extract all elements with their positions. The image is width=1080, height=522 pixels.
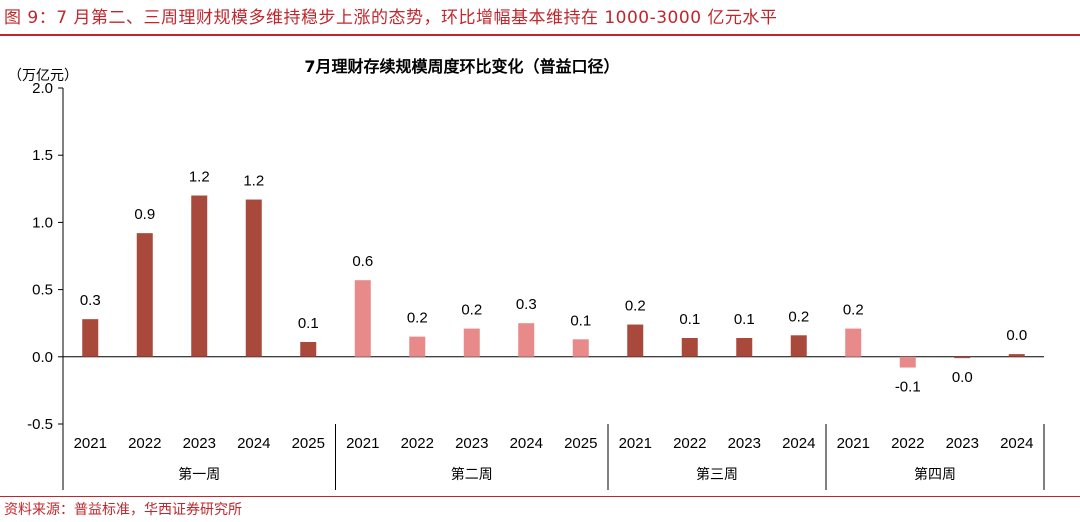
bar: [627, 324, 644, 357]
x-group-label: 第三周: [696, 466, 738, 483]
x-category-label: 2022: [673, 435, 706, 452]
x-category-label: 2024: [782, 435, 815, 452]
x-group-label: 第二周: [451, 466, 493, 483]
bar: [136, 233, 153, 357]
x-category-label: 2024: [1000, 435, 1033, 452]
bar: [790, 335, 807, 357]
data-labels: 0.3 0.9 1.2 1.2 0.1 0.6 0.2 0.2 0.3 0.1 0.2 0.1 0.1 0…: [80, 169, 1027, 396]
data-label: 0.2: [625, 298, 646, 315]
x-category-label: 2022: [891, 435, 924, 452]
data-label: 0.0: [952, 369, 973, 386]
bar: [1008, 354, 1025, 357]
data-label: 0.3: [80, 292, 101, 309]
bar: [572, 339, 589, 357]
y-axis-unit-label: （万亿元）: [8, 68, 78, 84]
bar: [82, 319, 99, 357]
y-tick-label: -0.5: [27, 416, 53, 433]
y-tick-label: 1.5: [32, 147, 53, 164]
data-label: 0.1: [679, 311, 700, 328]
bar: [354, 280, 371, 357]
x-category-label: 2025: [564, 435, 597, 452]
data-label: 0.6: [352, 253, 373, 270]
x-category-label: 2025: [292, 435, 325, 452]
x-category-label: 2021: [619, 435, 652, 452]
data-label: -0.1: [895, 379, 921, 396]
y-tick-label: 1.0: [32, 214, 53, 231]
bar: [736, 337, 753, 357]
y-tick-label: 0.5: [32, 282, 53, 299]
data-label: 0.9: [134, 206, 155, 223]
x-category-label: 2022: [128, 435, 161, 452]
x-group-label: 第一周: [178, 466, 220, 483]
data-label: 0.2: [461, 302, 482, 319]
data-label: 0.3: [516, 296, 537, 313]
x-category-label: 2023: [946, 435, 979, 452]
x-category-label: 2021: [837, 435, 870, 452]
x-category-label: 2023: [455, 435, 488, 452]
x-axis: 2021 2022 2023 2024 2025 第一周 2021 2022 2023 2024 2…: [62, 424, 1045, 490]
y-tick-label: 0.0: [32, 349, 53, 366]
x-category-label: 2021: [346, 435, 379, 452]
x-category-label: 2022: [401, 435, 434, 452]
bar: [681, 337, 698, 357]
top-rule: [0, 34, 1080, 36]
bar: [409, 336, 426, 357]
bar-chart: 7月理财存续规模周度环比变化（普益口径） （万亿元） 2.0 1.5 1.0 0.5 0…: [8, 57, 1045, 490]
bar: [899, 356, 916, 368]
y-tick-label: 2.0: [32, 80, 53, 97]
bar: [518, 323, 535, 357]
x-category-label: 2023: [728, 435, 761, 452]
axes: 2.0 1.5 1.0 0.5 0.0 -0.5: [27, 80, 1044, 433]
bottom-rule: [0, 496, 1080, 497]
bar: [845, 328, 862, 357]
data-label: 0.2: [407, 310, 428, 327]
bar: [191, 195, 208, 357]
x-category-label: 2024: [510, 435, 543, 452]
data-label: 1.2: [189, 169, 210, 186]
x-category-label: 2021: [74, 435, 107, 452]
x-category-label: 2023: [183, 435, 216, 452]
bar: [300, 342, 317, 357]
bar: [463, 328, 480, 357]
source-note: 资料来源：普益标准，华西证券研究所: [4, 502, 242, 518]
x-category-label: 2024: [237, 435, 270, 452]
data-label: 0.0: [1006, 327, 1027, 344]
bar: [245, 199, 262, 357]
figure-title: 图 9：7 月第二、三周理财规模多维持稳步上涨的态势，环比增幅基本维持在 100…: [4, 8, 778, 28]
bars: [82, 195, 1025, 368]
bar: [954, 356, 971, 359]
data-label: 1.2: [243, 173, 264, 190]
data-label: 0.2: [788, 308, 809, 325]
data-label: 0.1: [570, 312, 591, 329]
x-group-label: 第四周: [914, 466, 956, 483]
chart-title: 7月理财存续规模周度环比变化（普益口径）: [304, 57, 619, 76]
data-label: 0.1: [298, 315, 319, 332]
data-label: 0.1: [734, 311, 755, 328]
data-label: 0.2: [843, 302, 864, 319]
